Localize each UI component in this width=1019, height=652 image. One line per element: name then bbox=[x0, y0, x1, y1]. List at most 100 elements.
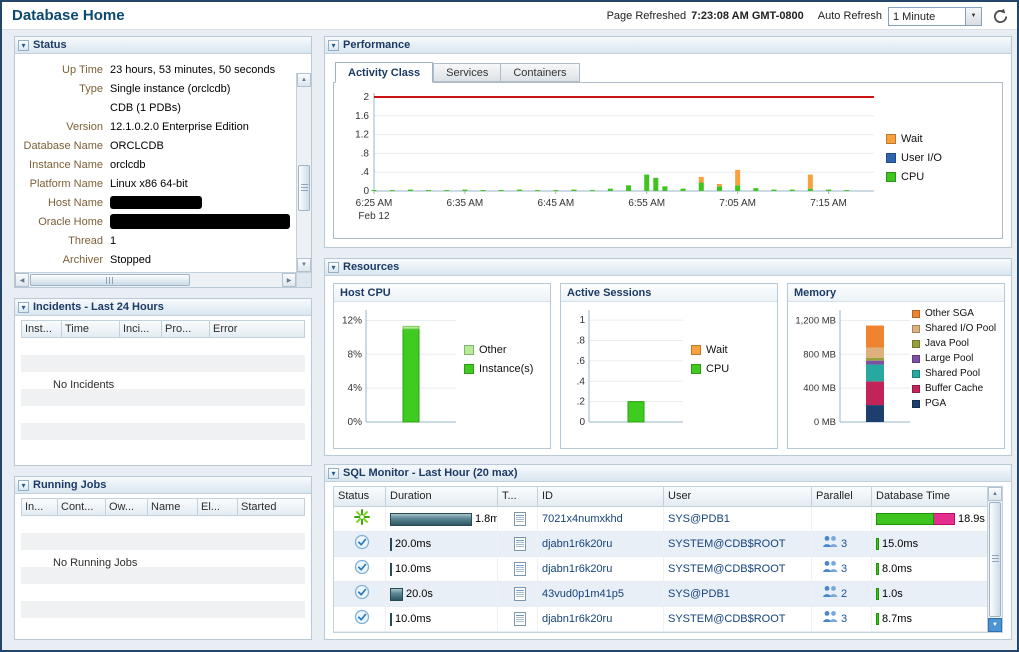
running-jobs-column-el[interactable]: El... bbox=[198, 498, 238, 516]
scroll-down-icon[interactable]: ▼ bbox=[988, 618, 1002, 632]
tab-containers[interactable]: Containers bbox=[500, 63, 580, 82]
legend-label: Java Pool bbox=[925, 338, 969, 349]
sql-duration-cell: 20.0s bbox=[386, 582, 498, 606]
status-field-label: Version bbox=[66, 120, 103, 133]
sql-monitor-row[interactable]: 20.0s 43vud0p1m41p5 SYS@PDB1 2 1.0s bbox=[334, 582, 1002, 607]
sql-column-parallel[interactable]: Parallel bbox=[812, 487, 872, 507]
running-jobs-column-started[interactable]: Started bbox=[238, 498, 305, 516]
sql-column-id[interactable]: ID bbox=[538, 487, 664, 507]
buffer-cache-legend-swatch bbox=[912, 384, 920, 393]
running-jobs-column-name[interactable]: Name bbox=[148, 498, 198, 516]
running-jobs-column-in[interactable]: In... bbox=[22, 498, 58, 516]
parallel-count: 3 bbox=[841, 613, 848, 625]
incidents-empty-row bbox=[21, 338, 305, 355]
scroll-down-icon[interactable]: ▼ bbox=[297, 258, 311, 272]
completed-icon bbox=[354, 559, 370, 580]
incidents-column-inci[interactable]: Inci... bbox=[120, 320, 162, 338]
sql-user-link[interactable]: SYSTEM@CDB$ROOT bbox=[668, 538, 786, 550]
status-row: Type Single instance (orclcdb) bbox=[15, 79, 296, 98]
sql-text-icon[interactable] bbox=[513, 587, 526, 601]
database-time-value: 15.0ms bbox=[882, 538, 919, 550]
scrollbar-thumb[interactable] bbox=[989, 502, 1001, 617]
scrollbar-corner bbox=[296, 272, 311, 287]
collapse-icon[interactable]: ▾ bbox=[328, 467, 339, 479]
running-jobs-empty-row bbox=[21, 533, 305, 550]
sql-text-icon[interactable] bbox=[513, 562, 526, 576]
sql-duration-cell: 20.0ms bbox=[386, 532, 498, 556]
running-jobs-table: In... Cont... Ow... Name El... Started bbox=[21, 498, 305, 618]
sql-id-link[interactable]: 43vud0p1m41p5 bbox=[542, 588, 624, 600]
incidents-column-pro[interactable]: Pro... bbox=[162, 320, 210, 338]
redacted-value bbox=[110, 214, 290, 229]
sql-user-link[interactable]: SYS@PDB1 bbox=[668, 513, 730, 525]
incidents-empty-row bbox=[21, 389, 305, 406]
running-jobs-column-cont[interactable]: Cont... bbox=[58, 498, 106, 516]
svg-text:6:55 AM: 6:55 AM bbox=[628, 198, 665, 209]
sql-status-cell bbox=[334, 607, 386, 631]
incidents-column-inst[interactable]: Inst... bbox=[22, 320, 62, 338]
sql-id-link[interactable]: djabn1r6k20ru bbox=[542, 538, 613, 550]
svg-text:6:45 AM: 6:45 AM bbox=[537, 198, 574, 209]
sql-column-status[interactable]: Status bbox=[334, 487, 386, 507]
collapse-icon[interactable]: ▾ bbox=[328, 261, 339, 273]
sql-id-cell: 43vud0p1m41p5 bbox=[538, 582, 664, 606]
sql-text-icon[interactable] bbox=[513, 537, 526, 551]
sql-column-database-time[interactable]: Database Time bbox=[872, 487, 989, 507]
auto-refresh-select[interactable]: 1 Minute ▼ bbox=[888, 6, 982, 26]
status-row: Thread 1 bbox=[15, 231, 296, 250]
performance-legend-item: User I/O bbox=[886, 152, 942, 164]
sql-user-link[interactable]: SYSTEM@CDB$ROOT bbox=[668, 563, 786, 575]
sql-text-icon[interactable] bbox=[513, 612, 526, 626]
scroll-up-icon[interactable]: ▲ bbox=[297, 73, 311, 87]
status-field-label: Platform Name bbox=[29, 177, 103, 190]
sql-user-cell: SYSTEM@CDB$ROOT bbox=[664, 557, 812, 581]
sql-column-user[interactable]: User bbox=[664, 487, 812, 507]
tab-services[interactable]: Services bbox=[433, 63, 501, 82]
sql-user-link[interactable]: SYS@PDB1 bbox=[668, 588, 730, 600]
incidents-panel-header: ▾ Incidents - Last 24 Hours bbox=[15, 299, 311, 316]
legend-label: Shared Pool bbox=[925, 368, 981, 379]
sql-monitor-row[interactable]: 10.0ms djabn1r6k20ru SYSTEM@CDB$ROOT 3 8.0ms bbox=[334, 557, 1002, 582]
collapse-icon[interactable]: ▾ bbox=[18, 301, 29, 313]
tab-activity-class[interactable]: Activity Class bbox=[335, 62, 434, 83]
large-pool-legend-swatch bbox=[912, 354, 920, 363]
performance-legend: Wait User I/O CPU bbox=[886, 133, 942, 190]
collapse-icon[interactable]: ▾ bbox=[328, 39, 339, 51]
parallel-count: 3 bbox=[841, 563, 848, 575]
collapse-icon[interactable]: ▾ bbox=[18, 39, 29, 51]
refresh-icon[interactable] bbox=[992, 8, 1009, 25]
sql-monitor-row[interactable]: 20.0ms djabn1r6k20ru SYSTEM@CDB$ROOT 3 15.0m… bbox=[334, 532, 1002, 557]
scrollbar-thumb[interactable] bbox=[30, 274, 190, 286]
sql-text-icon[interactable] bbox=[513, 512, 526, 526]
status-field-value: Single instance (orclcdb) bbox=[110, 82, 231, 95]
status-vertical-scrollbar[interactable]: ▲ ▼ bbox=[296, 73, 311, 272]
svg-text:.4: .4 bbox=[577, 376, 586, 387]
sql-column-duration[interactable]: Duration bbox=[386, 487, 498, 507]
sql-id-link[interactable]: 7021x4numxkhd bbox=[542, 513, 623, 525]
parallel-icon bbox=[822, 610, 839, 628]
executing-icon bbox=[353, 508, 370, 530]
scrollbar-thumb[interactable] bbox=[298, 165, 310, 211]
incidents-column-time[interactable]: Time bbox=[62, 320, 120, 338]
sql-monitor-row[interactable]: 10.0ms djabn1r6k20ru SYSTEM@CDB$ROOT 3 8.7ms bbox=[334, 607, 1002, 632]
scroll-right-icon[interactable]: ▶ bbox=[282, 273, 296, 287]
status-panel-body: Up Time 23 hours, 53 minutes, 50 seconds T… bbox=[15, 55, 311, 287]
duration-value: 10.0ms bbox=[395, 613, 432, 625]
sql-column-t[interactable]: T... bbox=[498, 487, 538, 507]
svg-text:7:05 AM: 7:05 AM bbox=[719, 198, 756, 209]
database-time-value: 1.0s bbox=[882, 588, 903, 600]
sql-id-link[interactable]: djabn1r6k20ru bbox=[542, 613, 613, 625]
sql-type-cell bbox=[498, 607, 538, 631]
collapse-icon[interactable]: ▾ bbox=[18, 479, 29, 491]
sql-user-link[interactable]: SYSTEM@CDB$ROOT bbox=[668, 613, 786, 625]
scroll-left-icon[interactable]: ◀ bbox=[15, 273, 29, 287]
sql-id-link[interactable]: djabn1r6k20ru bbox=[542, 563, 613, 575]
running-jobs-column-ow[interactable]: Ow... bbox=[106, 498, 148, 516]
sql-monitor-scrollbar[interactable]: ▲ ▼ bbox=[987, 487, 1002, 632]
sql-id-cell: djabn1r6k20ru bbox=[538, 607, 664, 631]
incidents-column-error[interactable]: Error bbox=[210, 320, 305, 338]
chevron-down-icon[interactable]: ▼ bbox=[965, 7, 981, 25]
scroll-up-icon[interactable]: ▲ bbox=[988, 487, 1002, 501]
status-horizontal-scrollbar[interactable]: ◀ ▶ bbox=[15, 272, 296, 287]
sql-monitor-row[interactable]: 1.8m 7021x4numxkhd SYS@PDB1 18.9s bbox=[334, 507, 1002, 532]
